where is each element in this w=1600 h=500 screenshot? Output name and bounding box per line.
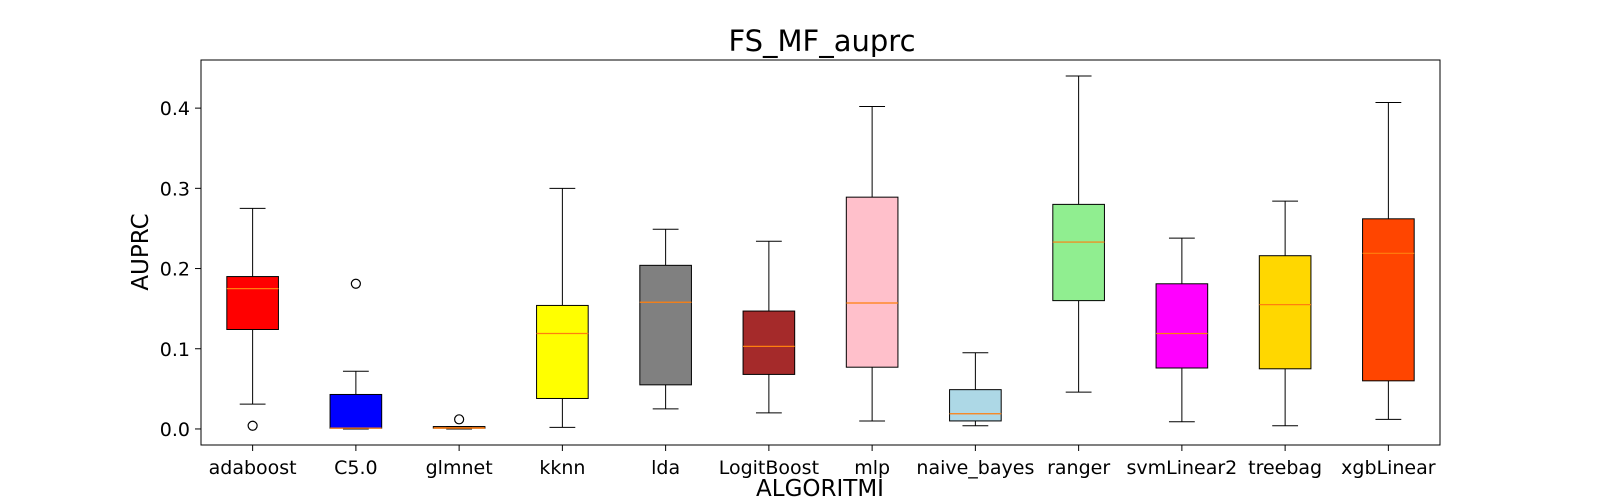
box-C5.0 <box>329 393 383 429</box>
box-svmLinear2 <box>1155 283 1209 369</box>
x-tick-label: svmLinear2 <box>1126 457 1237 479</box>
box-naive_bayes <box>949 389 1002 422</box>
plot-frame <box>200 59 1441 446</box>
box-ranger <box>1052 203 1105 302</box>
x-tick-label: xgbLinear <box>1341 457 1436 479</box>
box-lda <box>639 264 692 386</box>
x-tick-label: glmnet <box>426 457 493 479</box>
box-adaboost <box>226 276 279 330</box>
y-tick-label: 0.3 <box>160 178 190 200</box>
x-tick-label: lda <box>651 457 680 479</box>
box-xgbLinear <box>1362 218 1415 382</box>
box-mlp <box>845 196 899 368</box>
x-tick-label: mlp <box>854 457 890 479</box>
plot-area: 0.0 0.1 0.2 0.3 0.4 adaboost C5.0 glmnet kknn lda… <box>160 75 1436 479</box>
y-tick-label: 0.1 <box>160 339 190 361</box>
x-tick-label: treebag <box>1248 457 1322 479</box>
outlier-point <box>454 414 465 425</box>
y-axis-title: AUPRC <box>128 213 154 290</box>
box-treebag <box>1258 255 1312 370</box>
y-tick-label: 0.4 <box>160 98 190 120</box>
x-tick-label: adaboost <box>209 457 297 479</box>
x-tick-label: C5.0 <box>334 457 377 479</box>
outlier-point <box>350 278 361 289</box>
outlier-point <box>247 420 258 431</box>
chart-title: FS_MF_auprc <box>728 24 915 58</box>
y-tick-label: 0.0 <box>160 419 190 441</box>
x-axis-title: ALGORITMI <box>756 476 884 500</box>
box-kknn <box>536 304 589 399</box>
y-tick-label: 0.2 <box>160 259 190 281</box>
x-tick-label: naive_bayes <box>916 457 1034 479</box>
x-tick-label: ranger <box>1047 457 1110 479</box>
x-tick-label: kknn <box>539 457 585 479</box>
box-LogitBoost <box>742 310 796 375</box>
x-tick-label: LogitBoost <box>719 457 819 479</box>
